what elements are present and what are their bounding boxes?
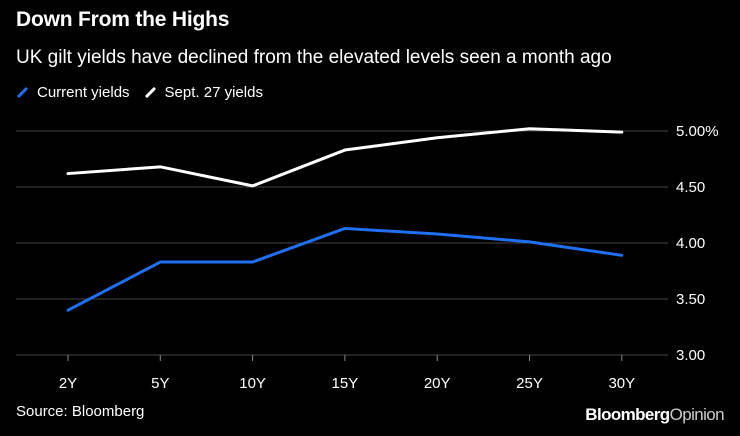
legend-item-current: Current yields (16, 84, 130, 101)
y-tick-label-3: 4.50 (676, 179, 705, 196)
legend-label-sept27: Sept. 27 yields (164, 84, 263, 101)
series-line-0 (66, 226, 624, 312)
chart-legend: Current yields Sept. 27 yields (16, 84, 277, 101)
y-tick-label-1: 3.50 (676, 291, 705, 308)
chart-title: Down From the Highs (16, 8, 230, 31)
y-tick-label-0: 3.00 (676, 347, 705, 364)
source-note: Source: Bloomberg (16, 403, 145, 420)
chart-subtitle: UK gilt yields have declined from the el… (16, 47, 612, 68)
y-tick-label-2: 4.00 (676, 235, 705, 252)
x-tick-label-6: 30Y (608, 375, 635, 392)
x-tick-label-2: 10Y (239, 375, 266, 392)
legend-item-sept27: Sept. 27 yields (144, 84, 263, 101)
brand-regular: Opinion (669, 405, 725, 424)
x-tick-label-3: 15Y (332, 375, 359, 392)
brand-bold: Bloomberg (585, 405, 670, 424)
brand-logo: BloombergOpinion (585, 405, 724, 425)
x-tick-label-4: 20Y (424, 375, 451, 392)
x-tick-label-1: 5Y (151, 375, 169, 392)
series-line-1 (66, 127, 624, 188)
x-tick-label-0: 2Y (59, 375, 77, 392)
legend-label-current: Current yields (37, 84, 130, 101)
x-tick-label-5: 25Y (516, 375, 543, 392)
y-tick-label-4: 5.00% (676, 123, 719, 140)
